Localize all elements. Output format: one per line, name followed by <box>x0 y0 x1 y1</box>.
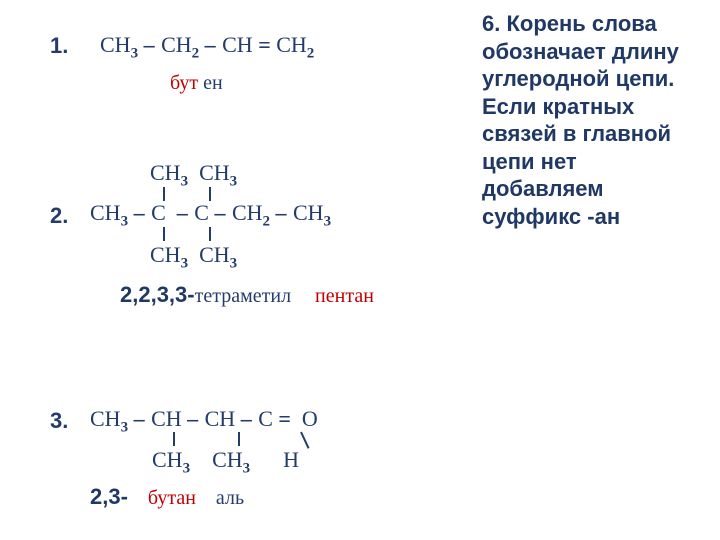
item3-vbond-2 <box>238 432 240 446</box>
item2-name: 2,2,3,3-тетраметил пентан <box>120 282 374 308</box>
item2-vbond-bot-2 <box>209 227 211 241</box>
item2-vbond-top-2 <box>209 187 211 201</box>
item1-number: 1. <box>50 33 68 59</box>
item3-number: 3. <box>50 408 68 434</box>
item2-bottom: СН3 СН3 <box>150 242 237 272</box>
slide: 6. Корень слова обозначает длину углерод… <box>0 0 720 540</box>
item3-chain: СН3 – СН – СН – С = О <box>90 406 318 436</box>
item2-chain: СН3 – С – С – СН2 – СН3 <box>90 200 331 230</box>
note-line-2: Если кратных связей в главной цепи нет д… <box>482 93 692 231</box>
item2-top: СН3 СН3 <box>150 160 237 190</box>
item3-vbond-1 <box>173 432 175 446</box>
item2-number: 2. <box>50 203 68 229</box>
item3-name: 2,3- бутан аль <box>90 484 244 510</box>
right-note: 6. Корень слова обозначает длину углерод… <box>482 10 692 230</box>
item1-chain: СН3 – СН2 – СН = СН2 <box>100 32 314 62</box>
item1-name: бут ен <box>170 72 223 95</box>
note-line-1: 6. Корень слова обозначает длину углерод… <box>482 10 692 93</box>
item2-vbond-top-1 <box>163 187 165 201</box>
item3-bottom: СН3 СН3 Н <box>152 447 299 477</box>
item2-vbond-bot-1 <box>163 227 165 241</box>
